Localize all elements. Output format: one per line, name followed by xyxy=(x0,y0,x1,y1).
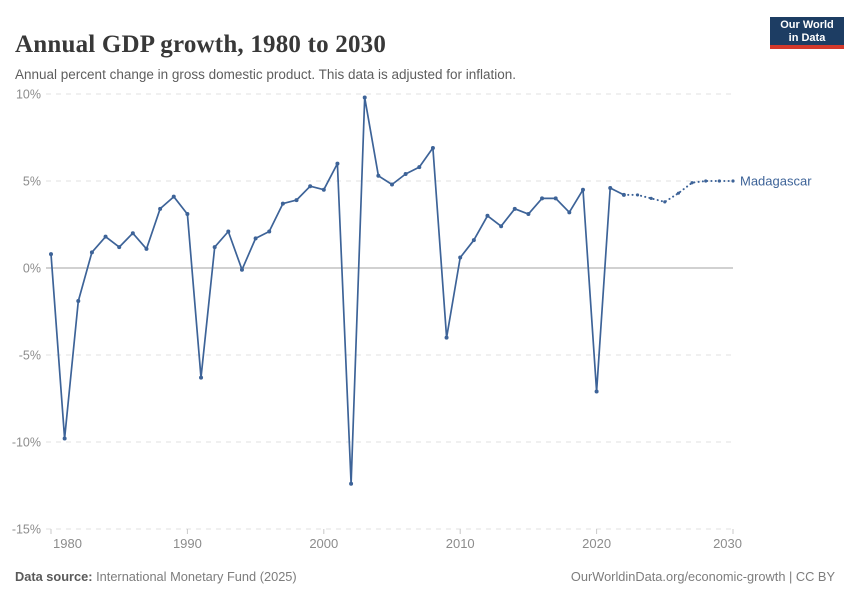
chart-footer: Data source: International Monetary Fund… xyxy=(15,569,835,584)
y-axis-tick-label: 0% xyxy=(23,262,41,276)
license-badge: | CC BY xyxy=(785,569,835,584)
data-point-marker xyxy=(499,224,504,229)
data-point-marker xyxy=(580,187,585,192)
x-axis-tick-label: 2030 xyxy=(713,536,742,551)
data-point-marker xyxy=(267,229,272,234)
data-point-marker xyxy=(417,165,422,170)
data-point-marker xyxy=(62,436,67,441)
data-point-marker xyxy=(376,173,381,178)
data-point-marker xyxy=(130,231,135,236)
owid-logo[interactable]: Our World in Data xyxy=(770,17,844,49)
y-axis-tick-label: -5% xyxy=(19,349,41,363)
data-point-marker xyxy=(430,145,435,150)
data-point-marker xyxy=(403,172,408,177)
data-point-marker xyxy=(144,246,149,251)
data-point-marker xyxy=(103,234,108,239)
data-point-marker xyxy=(471,238,476,243)
data-point-marker xyxy=(171,194,176,199)
data-point-marker xyxy=(663,200,667,204)
data-source: Data source: International Monetary Fund… xyxy=(15,569,297,584)
y-axis-tick-label: -15% xyxy=(12,523,41,537)
data-point-marker xyxy=(649,196,653,200)
y-axis-tick-label: 10% xyxy=(16,88,41,102)
data-point-marker xyxy=(226,229,231,234)
data-point-marker xyxy=(362,95,367,100)
data-point-marker xyxy=(444,335,449,340)
data-point-marker xyxy=(49,252,53,257)
data-point-marker xyxy=(321,187,326,192)
x-axis-tick-label: 1990 xyxy=(173,536,202,551)
data-point-marker xyxy=(608,185,613,190)
data-point-marker xyxy=(89,250,94,255)
data-source-label: Data source: xyxy=(15,569,93,584)
x-axis-tick-label: 2010 xyxy=(446,536,475,551)
data-point-marker xyxy=(676,191,681,195)
data-point-marker xyxy=(294,198,299,203)
entity-label[interactable]: Madagascar xyxy=(740,174,812,189)
owid-logo-line1: Our World xyxy=(780,19,834,31)
chart-subtitle: Annual percent change in gross domestic … xyxy=(15,66,517,82)
data-point-marker xyxy=(212,245,217,250)
data-point-marker xyxy=(280,201,285,206)
owid-link[interactable]: OurWorldinData.org/economic-growth xyxy=(570,569,786,584)
data-point-marker xyxy=(349,481,354,486)
data-point-marker xyxy=(485,213,490,218)
data-point-marker xyxy=(185,212,190,217)
data-point-marker xyxy=(308,184,313,189)
data-point-marker xyxy=(690,181,694,185)
data-point-marker xyxy=(158,206,163,211)
page-title: Annual GDP growth, 1980 to 2030 xyxy=(15,30,387,58)
x-axis-tick-label: 2020 xyxy=(582,536,611,551)
data-source-value: International Monetary Fund (2025) xyxy=(92,569,297,584)
x-axis-tick-label: 2000 xyxy=(309,536,338,551)
owid-logo-line2: in Data xyxy=(788,32,826,44)
x-axis-tick-label: 1980 xyxy=(53,536,82,551)
data-point-marker xyxy=(704,179,708,183)
data-point-marker xyxy=(621,192,626,197)
data-point-marker xyxy=(117,245,122,250)
data-point-marker xyxy=(390,182,394,187)
data-point-marker xyxy=(717,179,721,183)
data-point-marker xyxy=(594,389,599,394)
data-point-marker xyxy=(635,193,640,197)
history-line[interactable] xyxy=(50,96,625,485)
y-axis-tick-label: -10% xyxy=(12,436,41,450)
data-point-marker xyxy=(512,206,517,211)
data-point-marker xyxy=(540,196,545,201)
y-axis-tick-label: 5% xyxy=(23,175,41,189)
data-point-marker xyxy=(731,179,735,183)
data-point-marker xyxy=(458,255,463,260)
data-point-marker xyxy=(567,210,572,215)
footer-right: OurWorldinData.org/economic-growth | CC … xyxy=(571,569,835,584)
data-point-marker xyxy=(335,161,340,166)
data-point-marker xyxy=(239,267,244,272)
data-point-marker xyxy=(76,299,81,304)
data-point-marker xyxy=(526,212,531,217)
data-point-marker xyxy=(199,375,204,380)
projection-line[interactable] xyxy=(622,180,734,203)
data-point-marker xyxy=(253,236,258,241)
data-point-marker xyxy=(553,196,558,201)
